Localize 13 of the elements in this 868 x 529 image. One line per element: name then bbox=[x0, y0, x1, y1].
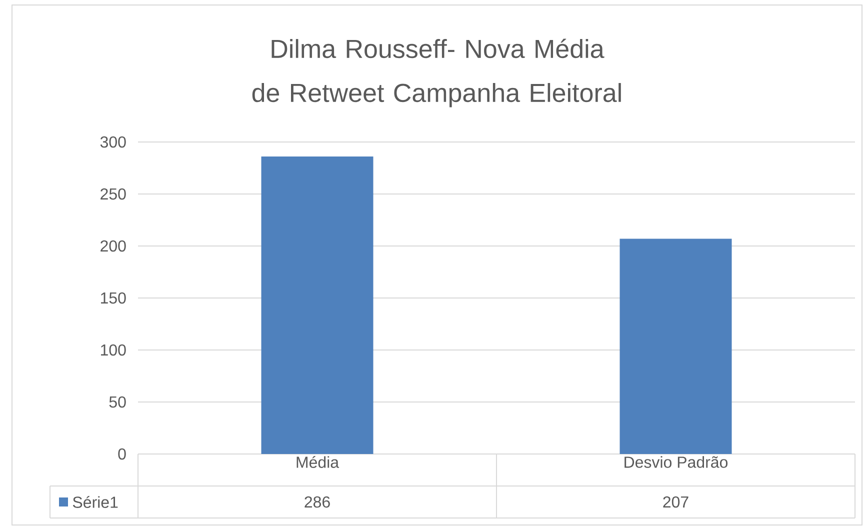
legend-label: Série1 bbox=[72, 496, 118, 508]
data-label: 286 bbox=[304, 496, 330, 508]
y-tick-label: 250 bbox=[100, 188, 126, 200]
y-tick-label: 50 bbox=[109, 396, 126, 408]
data-label: 207 bbox=[663, 496, 688, 508]
y-tick-label: 0 bbox=[118, 448, 126, 460]
y-tick-label: 150 bbox=[101, 292, 126, 304]
x-tick-label: Média bbox=[296, 456, 340, 468]
y-tick-label: 300 bbox=[100, 136, 126, 148]
chart-title: Dilma Rousseff- Nova Média de Retweet Campanha Eleitoral bbox=[252, 38, 621, 108]
y-tick-label: 200 bbox=[100, 240, 126, 252]
y-tick-label: 100 bbox=[101, 344, 126, 356]
x-tick-label: Desvio Padrão bbox=[624, 456, 728, 468]
